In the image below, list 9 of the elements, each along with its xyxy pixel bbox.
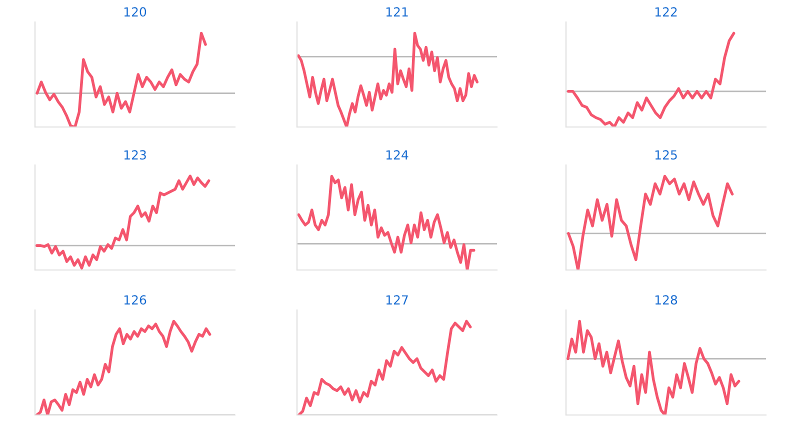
chart-title: 126	[124, 295, 146, 305]
chart-title: 121	[386, 7, 408, 16]
chart-title: 127	[386, 295, 408, 304]
chart-title: 123	[124, 150, 146, 160]
chart-title: 124	[386, 150, 408, 160]
chart-title: 120	[124, 7, 146, 17]
chart-title: 122	[655, 7, 677, 16]
chart-title: 128	[655, 295, 678, 305]
chart-title: 125	[655, 150, 677, 160]
